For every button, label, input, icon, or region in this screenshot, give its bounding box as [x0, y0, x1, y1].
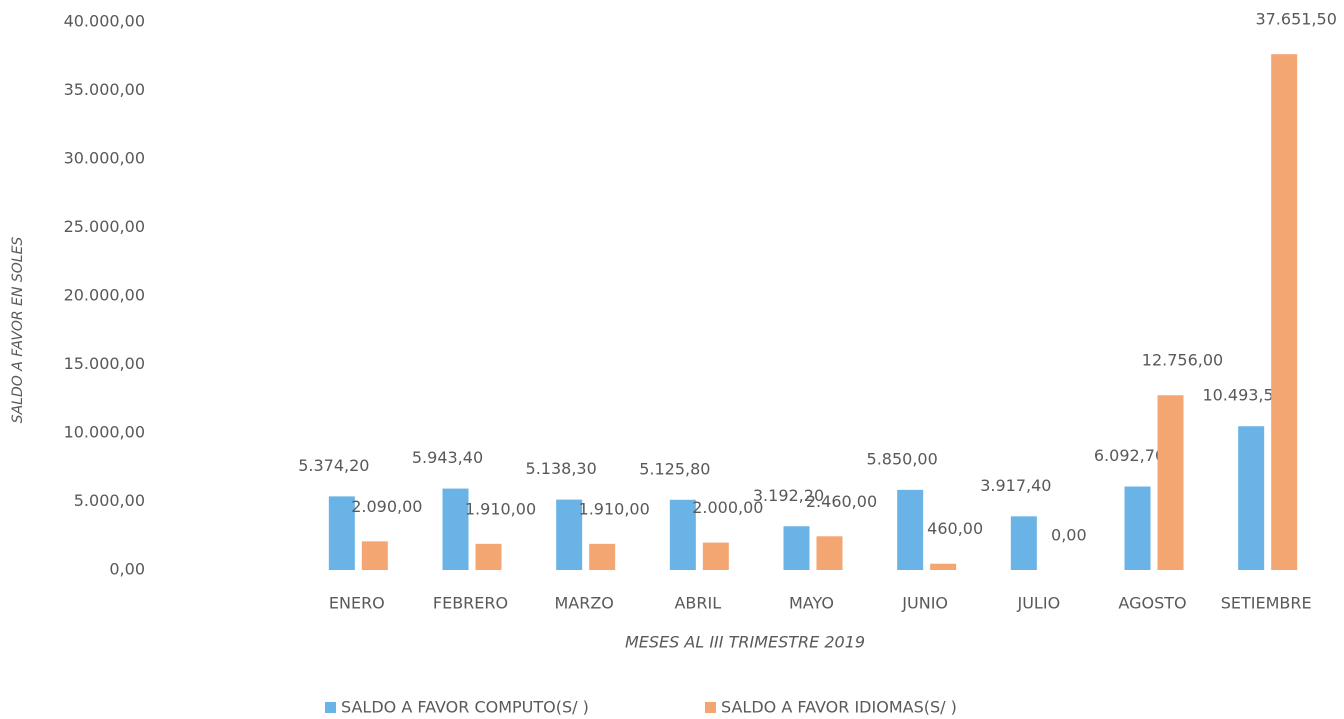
data-label: 2.090,00 — [351, 497, 422, 516]
y-tick-label: 20.000,00 — [64, 286, 145, 305]
legend-swatch — [705, 702, 716, 713]
x-tick-label: JULIO — [1017, 594, 1061, 613]
bar — [556, 499, 583, 570]
x-axis-label: MESES AL III TRIMESTRE 2019 — [625, 633, 865, 652]
bar — [1157, 395, 1184, 570]
bar — [816, 536, 843, 570]
legend-label: SALDO A FAVOR IDIOMAS(S/ ) — [721, 698, 957, 717]
y-tick-label: 5.000,00 — [74, 491, 145, 510]
y-tick-label: 0,00 — [109, 560, 145, 579]
bar — [897, 489, 924, 570]
data-label: 2.460,00 — [806, 492, 877, 511]
x-tick-label: MARZO — [554, 594, 613, 613]
bar — [1238, 426, 1265, 570]
bar — [1271, 54, 1298, 571]
y-axis-label: SALDO A FAVOR EN SOLES — [10, 237, 26, 424]
data-label: 5.943,40 — [412, 448, 483, 467]
legend-label: SALDO A FAVOR COMPUTO(S/ ) — [341, 698, 589, 717]
bar — [1010, 516, 1037, 570]
y-tick-label: 40.000,00 — [64, 12, 145, 31]
y-tick-label: 30.000,00 — [64, 149, 145, 168]
x-tick-label: ENERO — [329, 594, 385, 613]
data-label: 3.192,20 — [753, 486, 824, 505]
y-tick-label: 15.000,00 — [64, 354, 145, 373]
bar — [328, 496, 355, 570]
data-label: 12.756,00 — [1142, 351, 1223, 370]
x-tick-label: MAYO — [789, 594, 834, 613]
bar — [361, 541, 388, 570]
y-tick-label: 25.000,00 — [64, 217, 145, 236]
x-tick-label: ABRIL — [674, 594, 721, 613]
data-label: 460,00 — [927, 519, 983, 538]
x-tick-label: SETIEMBRE — [1221, 594, 1312, 613]
bar — [589, 543, 616, 570]
bar — [930, 563, 957, 570]
data-label: 5.138,30 — [526, 459, 597, 478]
data-label: 5.850,00 — [867, 449, 938, 468]
bar — [669, 499, 696, 570]
bar — [475, 543, 502, 570]
bar — [783, 526, 810, 570]
data-label: 5.374,20 — [298, 456, 369, 475]
y-tick-label: 10.000,00 — [64, 423, 145, 442]
data-label: 5.125,80 — [639, 459, 710, 478]
data-label: 1.910,00 — [579, 499, 650, 518]
data-label: 10.493,50 — [1202, 386, 1283, 405]
x-tick-label: FEBRERO — [433, 594, 508, 613]
data-label: 37.651,50 — [1255, 10, 1336, 29]
bar — [702, 542, 729, 570]
data-label: 2.000,00 — [692, 498, 763, 517]
legend-swatch — [325, 702, 336, 713]
x-tick-label: JUNIO — [901, 594, 948, 613]
data-label: 1.910,00 — [465, 499, 536, 518]
bar — [442, 488, 469, 570]
data-label: 0,00 — [1051, 526, 1087, 545]
y-tick-label: 35.000,00 — [64, 80, 145, 99]
data-label: 3.917,40 — [980, 476, 1051, 495]
data-label: 6.092,70 — [1094, 446, 1165, 465]
bar — [1124, 486, 1151, 570]
x-tick-label: AGOSTO — [1118, 594, 1186, 613]
